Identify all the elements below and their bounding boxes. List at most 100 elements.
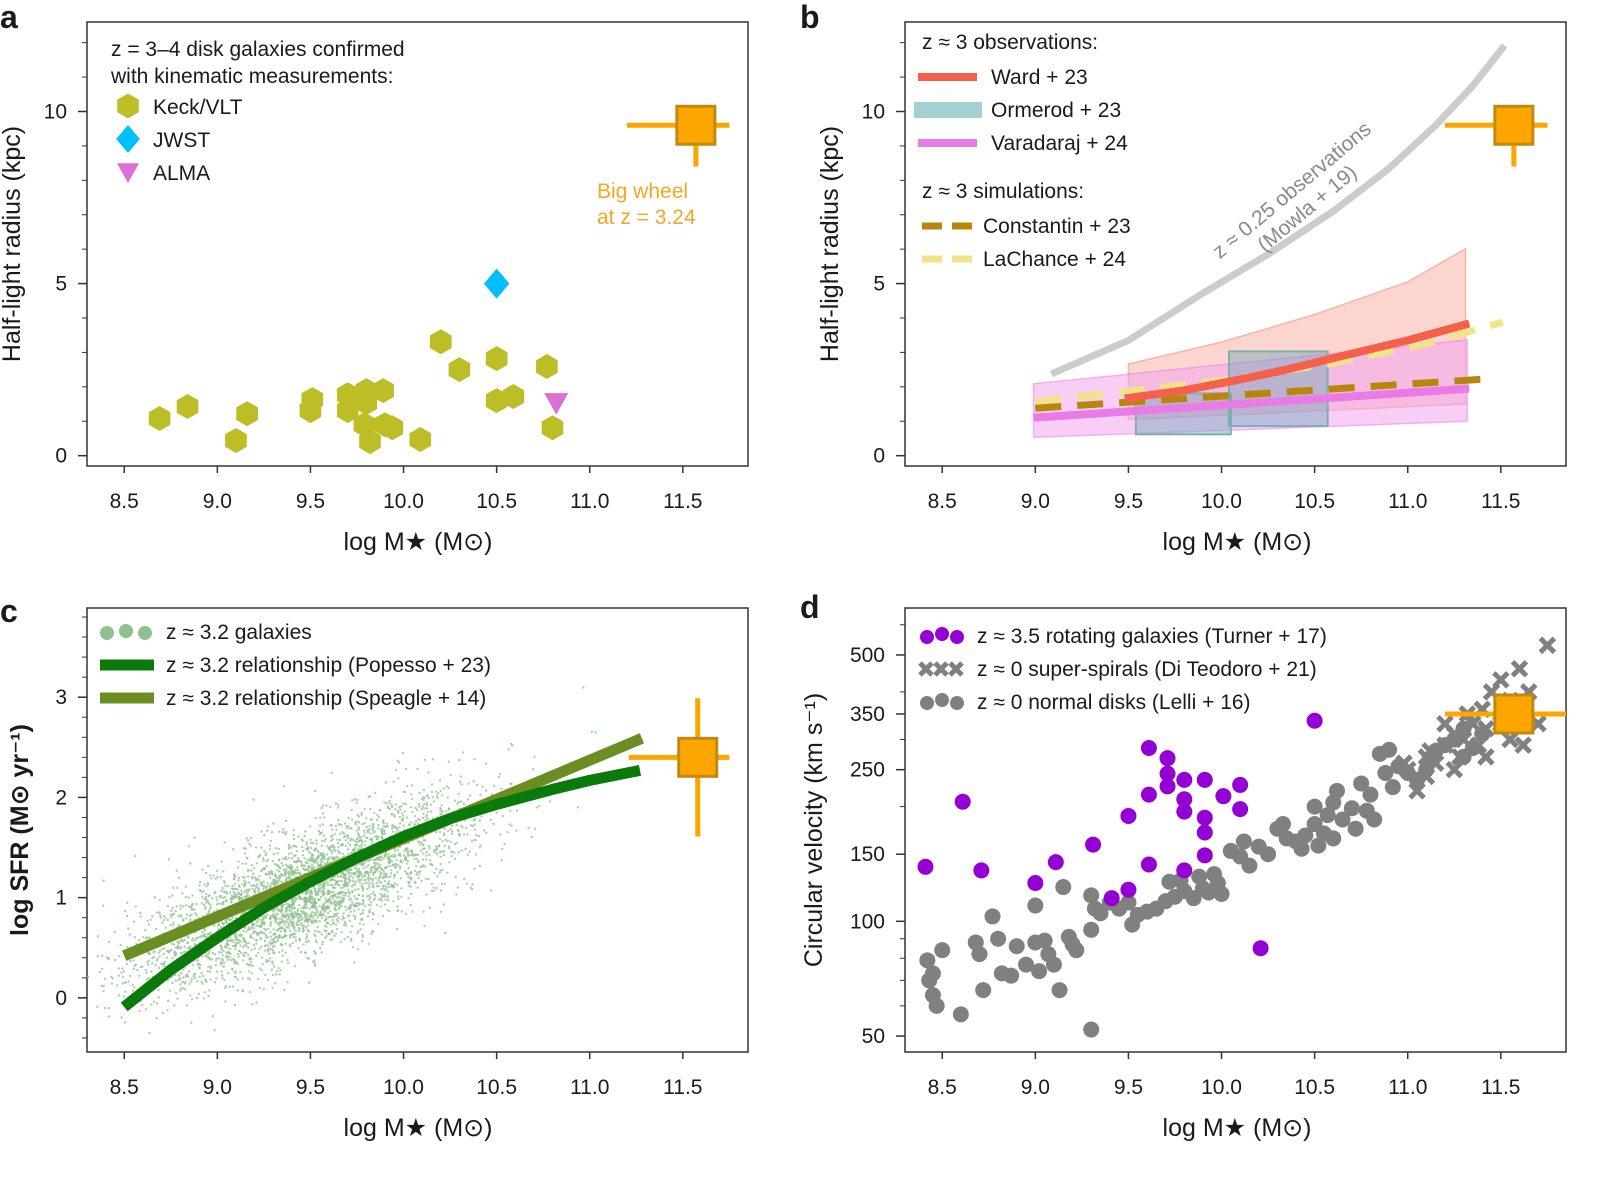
galaxy-point [437,791,440,795]
galaxy-point [178,923,181,927]
legend-marker-jwst [116,125,140,153]
galaxy-point [200,890,203,894]
galaxy-point [473,818,477,821]
galaxy-point [281,864,284,867]
galaxy-point [418,840,421,844]
galaxy-point [295,849,298,853]
popesso-line [120,765,642,1012]
galaxy-point [172,924,175,927]
galaxy-point [337,803,340,806]
galaxy-point [350,939,353,942]
galaxy-point [306,848,309,851]
galaxy-point [289,846,292,849]
keck-vlt-point [448,357,471,383]
galaxy-point [432,886,435,889]
galaxy-point [174,909,177,913]
galaxy-point [214,877,217,880]
galaxy-point [199,889,202,892]
galaxy-point [407,854,411,857]
galaxy-point [434,790,438,793]
galaxy-point [147,977,151,980]
galaxy-point [439,889,443,892]
galaxy-point [411,797,414,801]
galaxy-point [369,868,372,871]
galaxy-point [352,848,355,851]
turner-point [1140,856,1157,873]
galaxy-point [290,851,293,855]
galaxy-point [493,784,496,787]
galaxy-point [200,980,203,983]
galaxy-point [387,899,390,902]
galaxy-point [169,913,172,916]
galaxy-point [336,849,339,852]
galaxy-point [388,885,391,889]
galaxy-point [206,969,209,973]
galaxy-point [345,882,348,885]
galaxy-point [319,851,322,855]
galaxy-point [263,850,266,853]
galaxy-point [279,930,282,933]
legend-marker-keck [117,93,139,119]
galaxy-point [375,835,378,838]
galaxy-point [361,911,364,915]
galaxy-point [372,898,375,902]
galaxy-point [250,875,254,879]
galaxy-point [417,802,421,806]
galaxy-point [181,892,184,895]
galaxy-point [232,873,236,876]
galaxy-point [293,906,296,909]
galaxy-point [229,952,232,955]
galaxy-point [329,805,332,809]
galaxy-point [267,959,270,963]
galaxy-point [133,936,136,939]
galaxy-point [268,884,272,887]
galaxy-point [204,978,207,981]
galaxy-point [366,877,370,880]
galaxy-point [315,894,318,897]
galaxy-point [349,837,353,840]
lelli-point [1083,921,1100,938]
galaxy-point [342,876,346,879]
galaxy-point [140,1004,144,1007]
galaxy-point [247,839,250,842]
cross-stroke [1454,730,1473,749]
galaxy-point [346,848,350,851]
galaxy-point [332,858,336,861]
galaxy-point [406,859,410,863]
galaxy-point [533,827,537,830]
galaxy-point [173,1004,176,1007]
galaxy-point [117,994,121,997]
legend-label-turner: z ≈ 3.5 rotating galaxies (Turner + 17) [977,625,1327,648]
legend-label-ormerod: Ormerod + 23 [991,99,1121,122]
galaxy-point [244,847,248,850]
galaxy-point [174,991,178,995]
galaxy-point [286,958,289,962]
galaxy-point [438,837,442,841]
galaxy-point [248,842,251,845]
galaxy-point [231,968,234,971]
galaxy-point [459,775,463,778]
galaxy-point [277,859,281,862]
keck-vlt-point [336,382,359,408]
galaxy-point [418,791,421,795]
galaxy-point [120,971,123,974]
galaxy-point [308,914,311,917]
galaxy-point [272,822,275,825]
galaxy-point [356,948,360,951]
lelli-point [1241,857,1258,874]
galaxy-point [416,767,419,771]
galaxy-point [263,944,267,948]
galaxy-point [337,907,341,911]
galaxy-point [314,848,317,852]
galaxy-point [123,1021,127,1024]
turner-point [1159,765,1176,782]
galaxy-point [396,870,399,874]
galaxy-point [251,887,254,890]
galaxy-point [190,980,193,983]
galaxy-point [360,940,364,943]
galaxy-point [350,937,353,940]
galaxy-point [394,865,398,869]
galaxy-point [282,903,286,907]
galaxy-point [259,925,262,929]
galaxy-point [361,886,364,890]
